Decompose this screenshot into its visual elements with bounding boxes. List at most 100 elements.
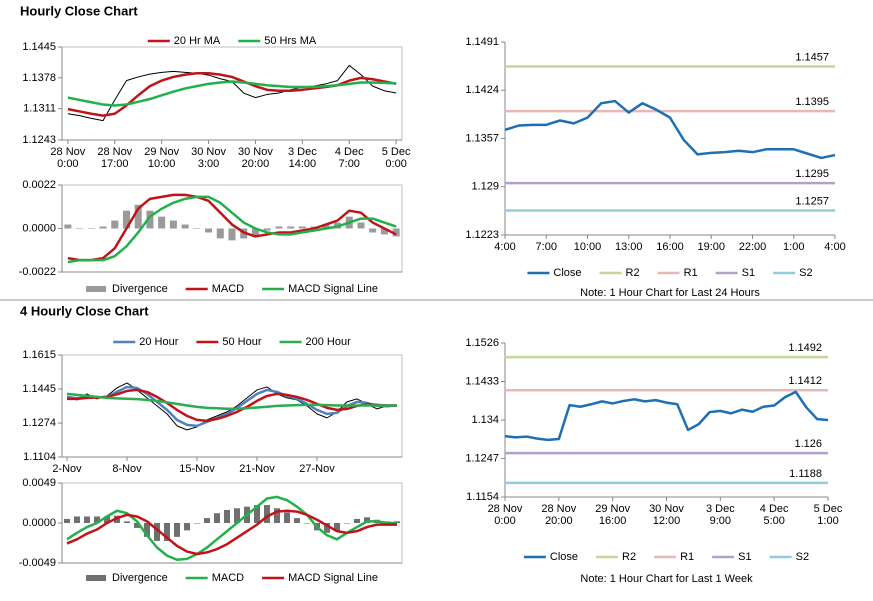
legend: Divergence MACD MACD Signal Line xyxy=(86,572,378,584)
legend-swatch xyxy=(86,575,107,581)
divergence-bar xyxy=(181,224,189,229)
x-tick-label: 21-Nov xyxy=(239,463,275,475)
legend: Divergence MACD MACD Signal Line xyxy=(86,283,378,295)
x-tick-label: 29 Nov xyxy=(595,503,630,515)
x-tick-label: 14:00 xyxy=(289,158,317,170)
x-tick-label: 8-Nov xyxy=(112,463,142,475)
chart-note: Note: 1 Hour Chart for Last 24 Hours xyxy=(580,287,760,299)
legend-label: 50 Hrs MA xyxy=(264,35,317,47)
divergence-bar xyxy=(287,226,295,229)
legend: Close R2 R1 S1 S2 xyxy=(527,267,813,279)
legend-label: R2 xyxy=(626,267,640,279)
x-tick-label: 3:00 xyxy=(198,158,219,170)
legend: 20 Hr MA 50 Hrs MA xyxy=(147,35,317,47)
divergence-bar xyxy=(169,220,177,229)
series-line xyxy=(504,390,829,442)
x-tick-label: 22:00 xyxy=(739,241,767,253)
y-tick-label: 1.1491 xyxy=(465,36,499,48)
reference-label: 1.1257 xyxy=(795,195,829,207)
legend-label: R1 xyxy=(680,551,694,563)
divergence-bar xyxy=(104,516,110,523)
y-tick-label: -0.0022 xyxy=(19,266,56,278)
x-tick-label: 27-Nov xyxy=(299,463,335,475)
divergence-bar xyxy=(214,513,220,523)
legend-swatch xyxy=(86,286,107,292)
divergence-bar xyxy=(124,521,130,523)
x-tick-label: 0:00 xyxy=(494,515,515,527)
divergence-bar xyxy=(134,523,140,528)
legend-label: R2 xyxy=(622,551,636,563)
y-tick-label: 1.1247 xyxy=(465,452,499,464)
reference-label: 1.1412 xyxy=(788,375,822,387)
legend-label: 200 Hour xyxy=(306,336,352,348)
y-tick-label: 1.1243 xyxy=(22,134,56,146)
x-tick-label: 10:00 xyxy=(148,158,176,170)
divergence-bar xyxy=(84,516,90,523)
x-tick-label: 30 Nov xyxy=(238,146,273,158)
series-line xyxy=(66,509,397,556)
series-line xyxy=(67,195,397,264)
divergence-bar xyxy=(144,523,150,537)
divergence-bar xyxy=(64,224,72,229)
x-tick-label: 19:00 xyxy=(697,241,725,253)
legend-label: MACD xyxy=(212,283,244,295)
x-tick-label: 17:00 xyxy=(101,158,129,170)
section-title: Hourly Close Chart xyxy=(20,3,138,18)
legend-label: S2 xyxy=(796,551,809,563)
x-tick-label: 5:00 xyxy=(763,515,784,527)
legend: Close R2 R1 S1 S2 xyxy=(523,551,809,563)
divergence-bar xyxy=(134,204,142,229)
x-tick-label: 1:00 xyxy=(783,241,804,253)
divergence-bar xyxy=(263,228,271,231)
legend-label: Close xyxy=(550,551,578,563)
y-tick-label: 1.1615 xyxy=(22,349,56,361)
x-tick-label: 12:00 xyxy=(653,515,681,527)
divergence-bar xyxy=(76,228,84,229)
x-tick-label: 4 Dec xyxy=(760,503,789,515)
divergence-bar xyxy=(146,210,154,229)
series-line xyxy=(66,495,397,561)
x-tick-label: 4:00 xyxy=(824,241,845,253)
divergence-bar xyxy=(324,523,330,533)
x-tick-label: 16:00 xyxy=(599,515,627,527)
y-tick-label: -0.0049 xyxy=(19,557,56,569)
x-tick-label: 13:00 xyxy=(615,241,643,253)
divergence-bar xyxy=(275,226,283,229)
divergence-bar xyxy=(284,512,290,523)
divergence-bar xyxy=(64,518,70,523)
x-tick-label: 1:00 xyxy=(817,515,838,527)
divergence-bar xyxy=(205,228,213,233)
divergence-bar xyxy=(234,508,240,523)
y-tick-label: 1.1424 xyxy=(465,84,499,96)
x-tick-label: 28 Nov xyxy=(488,503,523,515)
y-tick-label: 1.1526 xyxy=(465,337,499,349)
divergence-bar xyxy=(111,220,119,229)
y-tick-label: 1.1445 xyxy=(22,41,56,53)
divergence-bar xyxy=(194,523,200,524)
legend-label: MACD Signal Line xyxy=(288,572,378,584)
reference-label: 1.1188 xyxy=(789,468,822,480)
divergence-bar xyxy=(204,518,210,523)
x-tick-label: 15-Nov xyxy=(179,463,215,475)
x-tick-label: 3 Dec xyxy=(288,146,317,158)
series-line xyxy=(67,388,397,423)
y-tick-label: 0.0000 xyxy=(22,517,56,529)
x-tick-label: 28 Nov xyxy=(50,146,85,158)
x-tick-label: 7:00 xyxy=(536,241,557,253)
x-tick-label: 10:00 xyxy=(574,241,602,253)
reference-label: 1.1492 xyxy=(788,342,822,354)
x-tick-label: 9:00 xyxy=(710,515,731,527)
divergence-bar xyxy=(174,523,180,537)
divergence-bar xyxy=(294,518,300,523)
legend-label: S1 xyxy=(738,551,751,563)
x-tick-label: 3 Dec xyxy=(706,503,735,515)
legend-label: S2 xyxy=(799,267,812,279)
chart-note: Note: 1 Hour Chart for Last 1 Week xyxy=(580,573,753,585)
divergence-bar xyxy=(274,508,280,523)
divergence-bar xyxy=(344,523,350,524)
legend-label: MACD xyxy=(212,572,244,584)
legend: 20 Hour 50 Hour 200 Hour xyxy=(113,336,351,348)
reference-label: 1.126 xyxy=(794,438,822,450)
y-tick-label: 1.1154 xyxy=(466,491,499,503)
legend-label: Close xyxy=(553,267,581,279)
